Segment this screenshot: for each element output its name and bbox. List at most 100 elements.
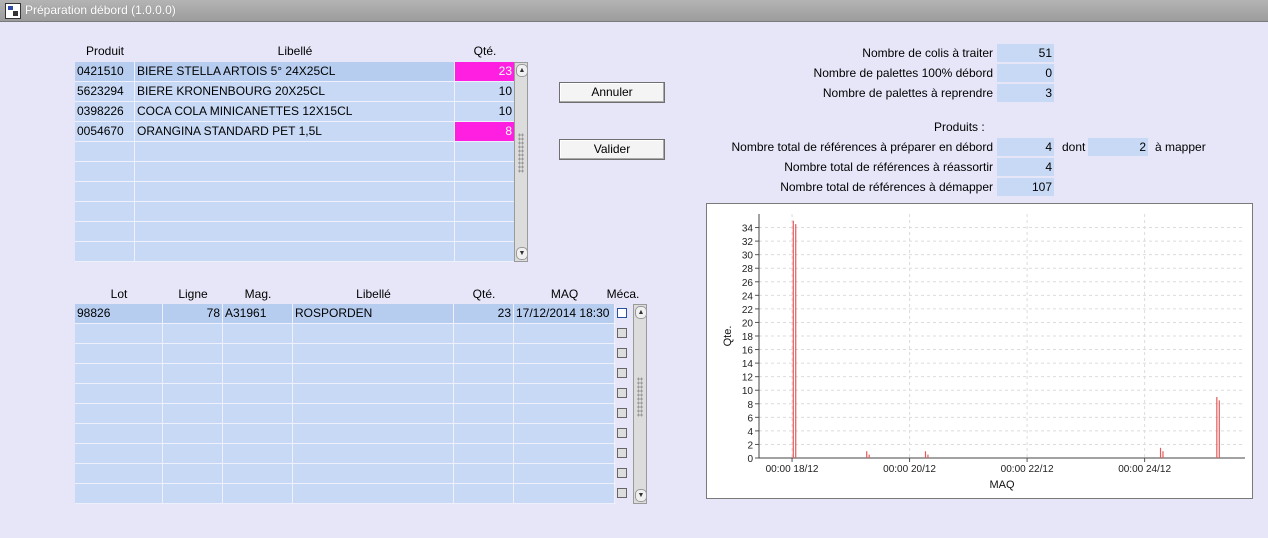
cell-line[interactable] <box>163 424 223 443</box>
cell-label[interactable] <box>135 142 455 161</box>
products-scrollbar[interactable]: ▲ ▼ <box>514 62 528 262</box>
cell-qty[interactable] <box>455 222 515 241</box>
cell-label[interactable] <box>135 222 455 241</box>
cell-maq[interactable] <box>514 484 615 503</box>
scroll-grip-icon[interactable] <box>637 377 643 417</box>
cell-label[interactable]: BIERE KRONENBOURG 20X25CL <box>135 82 455 101</box>
cell-lot[interactable] <box>75 444 163 463</box>
meca-checkbox[interactable] <box>617 368 627 378</box>
meca-checkbox[interactable] <box>617 308 627 318</box>
cell-label[interactable] <box>293 384 454 403</box>
cell-store[interactable] <box>223 484 293 503</box>
cell-store[interactable] <box>223 384 293 403</box>
table-row[interactable] <box>75 162 515 182</box>
cell-qty[interactable] <box>454 464 514 483</box>
cell-product[interactable] <box>75 182 135 201</box>
cell-maq[interactable] <box>514 364 615 383</box>
cell-store[interactable] <box>223 344 293 363</box>
cell-maq[interactable] <box>514 424 615 443</box>
scroll-up-arrow-icon[interactable]: ▲ <box>635 306 647 319</box>
cell-line[interactable] <box>163 444 223 463</box>
cell-store[interactable] <box>223 444 293 463</box>
cell-product[interactable] <box>75 242 135 261</box>
cell-product[interactable]: 0398226 <box>75 102 135 121</box>
scroll-down-arrow-icon[interactable]: ▼ <box>635 489 647 502</box>
cell-maq[interactable] <box>514 324 615 343</box>
validate-button[interactable]: Valider <box>559 139 665 160</box>
cell-qty[interactable] <box>455 162 515 181</box>
meca-checkbox[interactable] <box>617 488 627 498</box>
cell-product[interactable] <box>75 202 135 221</box>
meca-checkbox[interactable] <box>617 408 627 418</box>
cell-qty[interactable] <box>454 484 514 503</box>
meca-checkbox[interactable] <box>617 428 627 438</box>
table-row[interactable] <box>75 364 616 384</box>
cell-qty[interactable] <box>455 182 515 201</box>
cell-maq[interactable] <box>514 464 615 483</box>
meca-checkbox[interactable] <box>617 468 627 478</box>
cell-lot[interactable] <box>75 484 163 503</box>
cell-qty[interactable] <box>454 384 514 403</box>
cell-label[interactable] <box>293 484 454 503</box>
cell-product[interactable]: 0421510 <box>75 62 135 81</box>
table-row[interactable]: 0421510 BIERE STELLA ARTOIS 5° 24X25CL 23 <box>75 62 515 82</box>
table-row[interactable] <box>75 444 616 464</box>
table-row[interactable] <box>75 202 515 222</box>
cell-product[interactable]: 5623294 <box>75 82 135 101</box>
cell-label[interactable]: ORANGINA STANDARD PET 1,5L <box>135 122 455 141</box>
cell-product[interactable] <box>75 142 135 161</box>
cancel-button[interactable]: Annuler <box>559 82 665 103</box>
cell-label[interactable] <box>293 324 454 343</box>
table-row[interactable] <box>75 464 616 484</box>
cell-line[interactable] <box>163 464 223 483</box>
cell-store[interactable] <box>223 324 293 343</box>
table-row[interactable] <box>75 324 616 344</box>
table-row[interactable] <box>75 404 616 424</box>
cell-qty[interactable] <box>455 242 515 261</box>
cell-line[interactable] <box>163 344 223 363</box>
cell-label[interactable] <box>135 242 455 261</box>
cell-qty[interactable] <box>454 344 514 363</box>
cell-lot[interactable] <box>75 364 163 383</box>
meca-checkbox[interactable] <box>617 448 627 458</box>
cell-label[interactable] <box>293 344 454 363</box>
meca-checkbox[interactable] <box>617 348 627 358</box>
cell-lot[interactable]: 98826 <box>75 304 163 323</box>
cell-qty[interactable] <box>454 424 514 443</box>
cell-store[interactable] <box>223 464 293 483</box>
cell-qty[interactable] <box>455 202 515 221</box>
cell-store[interactable] <box>223 424 293 443</box>
cell-maq[interactable] <box>514 444 615 463</box>
scroll-up-arrow-icon[interactable]: ▲ <box>516 64 528 77</box>
cell-product[interactable] <box>75 222 135 241</box>
table-row[interactable]: 0398226 COCA COLA MINICANETTES 12X15CL 10 <box>75 102 515 122</box>
lots-scrollbar[interactable]: ▲ ▼ <box>633 304 647 504</box>
meca-checkbox[interactable] <box>617 388 627 398</box>
cell-qty[interactable]: 23 <box>454 304 514 323</box>
table-row[interactable] <box>75 424 616 444</box>
cell-label[interactable] <box>135 162 455 181</box>
meca-checkbox[interactable] <box>617 328 627 338</box>
cell-store[interactable]: A31961 <box>223 304 293 323</box>
cell-maq[interactable]: 17/12/2014 18:30 <box>514 304 615 323</box>
table-row[interactable] <box>75 242 515 262</box>
cell-store[interactable] <box>223 364 293 383</box>
table-row[interactable]: 5623294 BIERE KRONENBOURG 20X25CL 10 <box>75 82 515 102</box>
cell-line[interactable] <box>163 324 223 343</box>
cell-qty[interactable]: 8 <box>455 122 515 141</box>
cell-label[interactable] <box>293 364 454 383</box>
cell-label[interactable] <box>293 464 454 483</box>
cell-qty[interactable] <box>454 404 514 423</box>
cell-qty[interactable] <box>454 364 514 383</box>
cell-line[interactable] <box>163 384 223 403</box>
table-row[interactable]: 0054670 ORANGINA STANDARD PET 1,5L 8 <box>75 122 515 142</box>
cell-product[interactable]: 0054670 <box>75 122 135 141</box>
cell-lot[interactable] <box>75 424 163 443</box>
scroll-grip-icon[interactable] <box>518 133 524 173</box>
cell-line[interactable] <box>163 364 223 383</box>
table-row[interactable]: 98826 78 A31961 ROSPORDEN 23 17/12/2014 18:30 <box>75 304 616 324</box>
table-row[interactable] <box>75 142 515 162</box>
cell-line[interactable] <box>163 484 223 503</box>
cell-label[interactable] <box>293 404 454 423</box>
cell-label[interactable]: ROSPORDEN <box>293 304 454 323</box>
